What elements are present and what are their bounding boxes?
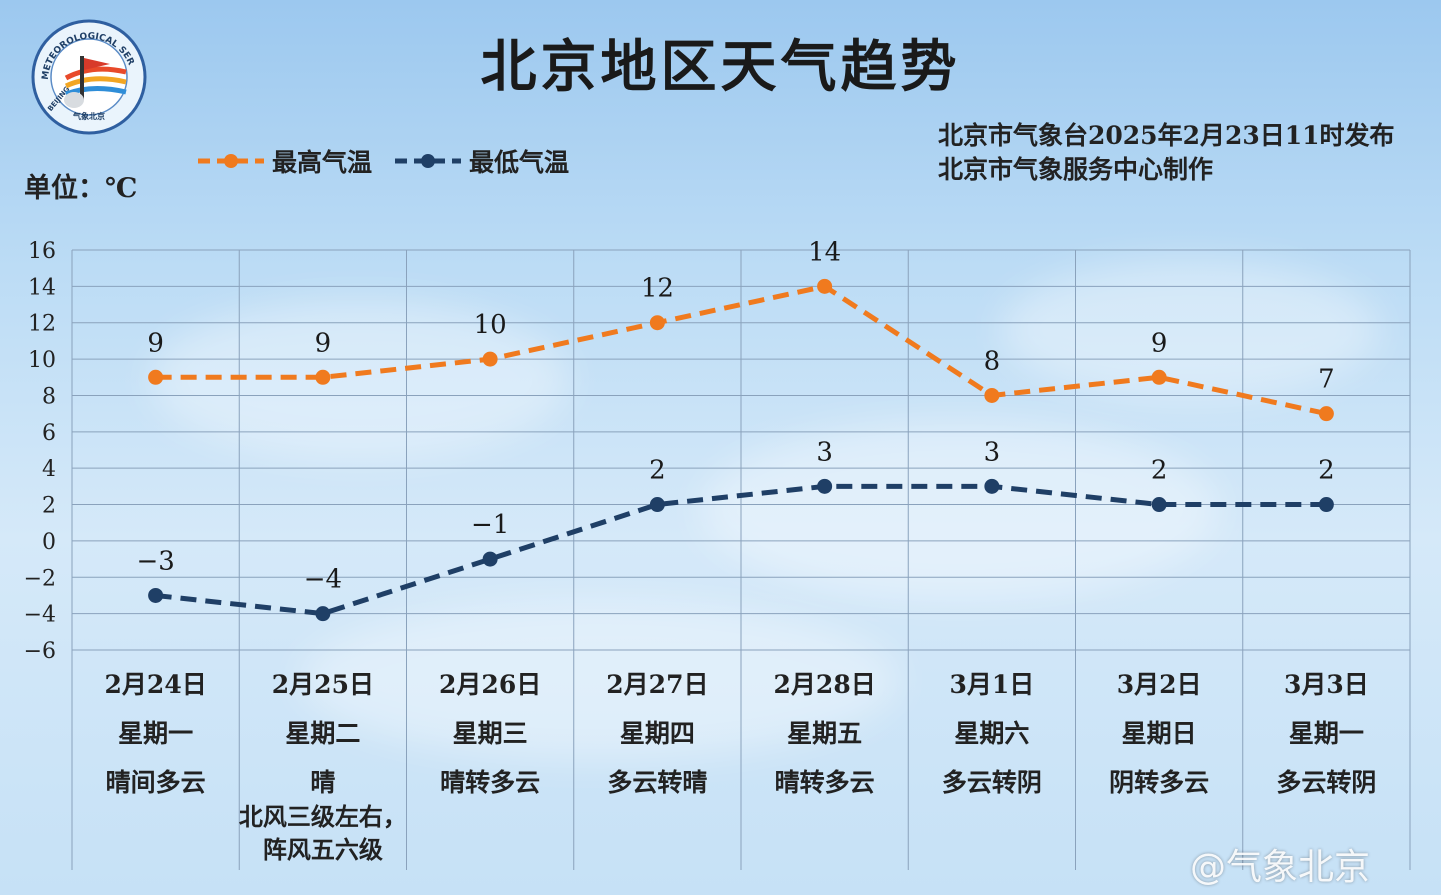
y-tick-label: 14 bbox=[28, 275, 56, 300]
data-point-high bbox=[984, 387, 1000, 403]
x-category-weekday: 星期日 bbox=[1122, 719, 1197, 748]
beijing-meteorological-service-logo-icon: METEOROLOGICAL SERVICE BEIJING 气象北京 bbox=[30, 18, 147, 135]
data-label-high: 9 bbox=[1151, 328, 1168, 358]
data-point-high bbox=[649, 315, 665, 331]
data-point-high bbox=[482, 351, 498, 367]
data-point-low bbox=[984, 478, 1000, 494]
data-label-low: 3 bbox=[816, 437, 833, 467]
x-category-weekday: 星期六 bbox=[954, 719, 1029, 748]
logo-text-bottom: 气象北京 bbox=[72, 111, 105, 121]
legend-swatch-low bbox=[395, 154, 461, 168]
y-tick-label: 16 bbox=[28, 239, 56, 264]
y-tick-label: 4 bbox=[42, 457, 56, 482]
data-label-low: −4 bbox=[304, 565, 342, 595]
data-point-low bbox=[817, 478, 833, 494]
x-category-weekday: 星期五 bbox=[787, 719, 862, 748]
x-category-date: 2月26日 bbox=[439, 670, 541, 699]
page-title: 北京地区天气趋势 bbox=[480, 34, 961, 100]
data-point-high bbox=[148, 369, 164, 385]
legend-label-high: 最高气温 bbox=[272, 148, 373, 177]
x-category-date: 2月24日 bbox=[105, 670, 207, 699]
y-tick-label: 10 bbox=[28, 348, 56, 373]
y-tick-label: 12 bbox=[28, 312, 56, 337]
x-category-date: 2月27日 bbox=[606, 670, 708, 699]
unit-label: 单位：℃ bbox=[24, 173, 138, 204]
x-category-weather: 多云转阴 bbox=[942, 768, 1042, 797]
data-label-low: 2 bbox=[649, 456, 666, 486]
y-tick-label: 0 bbox=[42, 530, 56, 555]
watermark: @气象北京 bbox=[1190, 847, 1371, 888]
y-tick-label: 2 bbox=[42, 494, 56, 519]
y-tick-label: −6 bbox=[24, 639, 56, 664]
legend-label-low: 最低气温 bbox=[469, 148, 570, 177]
data-label-low: −1 bbox=[471, 510, 509, 540]
x-category-weekday: 星期一 bbox=[118, 719, 193, 748]
x-category-weather: 多云转晴 bbox=[607, 768, 707, 797]
x-category-date: 3月3日 bbox=[1284, 670, 1369, 699]
producer-line: 北京市气象服务中心制作 bbox=[938, 155, 1214, 184]
legend-item-low: 最低气温 bbox=[393, 144, 569, 178]
y-tick-label: −4 bbox=[24, 603, 56, 628]
x-category-weather: 多云转阴 bbox=[1276, 768, 1376, 797]
data-point-high bbox=[817, 278, 833, 294]
data-label-high: 12 bbox=[641, 274, 674, 304]
data-point-high bbox=[1318, 406, 1334, 422]
series-line-low bbox=[155, 483, 1327, 617]
x-category-weekday: 星期三 bbox=[453, 719, 528, 748]
x-category-weather: 晴转多云 bbox=[775, 768, 875, 797]
data-point-low bbox=[1318, 497, 1334, 513]
data-point-high bbox=[315, 369, 331, 385]
x-category-date: 3月1日 bbox=[949, 670, 1034, 699]
x-category-wind-note: 阵风五六级 bbox=[263, 835, 383, 864]
x-category-weather: 晴转多云 bbox=[440, 768, 540, 797]
x-category-wind-note: 北风三级左右， bbox=[239, 802, 407, 831]
y-tick-label: 6 bbox=[42, 421, 56, 446]
data-point-high bbox=[1151, 369, 1167, 385]
x-category-weekday: 星期四 bbox=[620, 719, 695, 748]
x-category-date: 2月25日 bbox=[272, 670, 374, 699]
legend-item-high: 最高气温 bbox=[196, 144, 372, 178]
legend-swatch-high bbox=[198, 154, 264, 168]
data-point-low bbox=[1151, 497, 1167, 513]
x-category-weekday: 星期二 bbox=[285, 719, 360, 748]
x-category-weekday: 星期一 bbox=[1289, 719, 1364, 748]
x-category-date: 3月2日 bbox=[1117, 670, 1202, 699]
data-label-high: 10 bbox=[474, 310, 507, 340]
data-point-low bbox=[649, 497, 665, 513]
data-label-low: 3 bbox=[984, 437, 1001, 467]
x-category-weather: 晴间多云 bbox=[106, 768, 206, 797]
data-label-high: 8 bbox=[984, 346, 1001, 376]
data-label-high: 14 bbox=[808, 237, 841, 267]
data-point-low bbox=[148, 587, 164, 603]
data-label-high: 7 bbox=[1318, 365, 1335, 395]
data-label-high: 9 bbox=[315, 328, 332, 358]
data-label-low: 2 bbox=[1151, 456, 1168, 486]
x-category-weather: 晴 bbox=[310, 768, 335, 797]
x-category-weather: 阴转多云 bbox=[1109, 768, 1209, 797]
data-point-low bbox=[315, 606, 331, 622]
issuer-line: 北京市气象台2025年2月23日11时发布 bbox=[938, 121, 1395, 150]
data-point-low bbox=[482, 551, 498, 567]
data-label-high: 9 bbox=[147, 328, 164, 358]
data-label-low: −3 bbox=[136, 546, 174, 576]
y-tick-label: 8 bbox=[42, 384, 56, 409]
x-category-date: 2月28日 bbox=[774, 670, 876, 699]
data-label-low: 2 bbox=[1318, 456, 1335, 486]
y-tick-label: −2 bbox=[24, 566, 56, 591]
